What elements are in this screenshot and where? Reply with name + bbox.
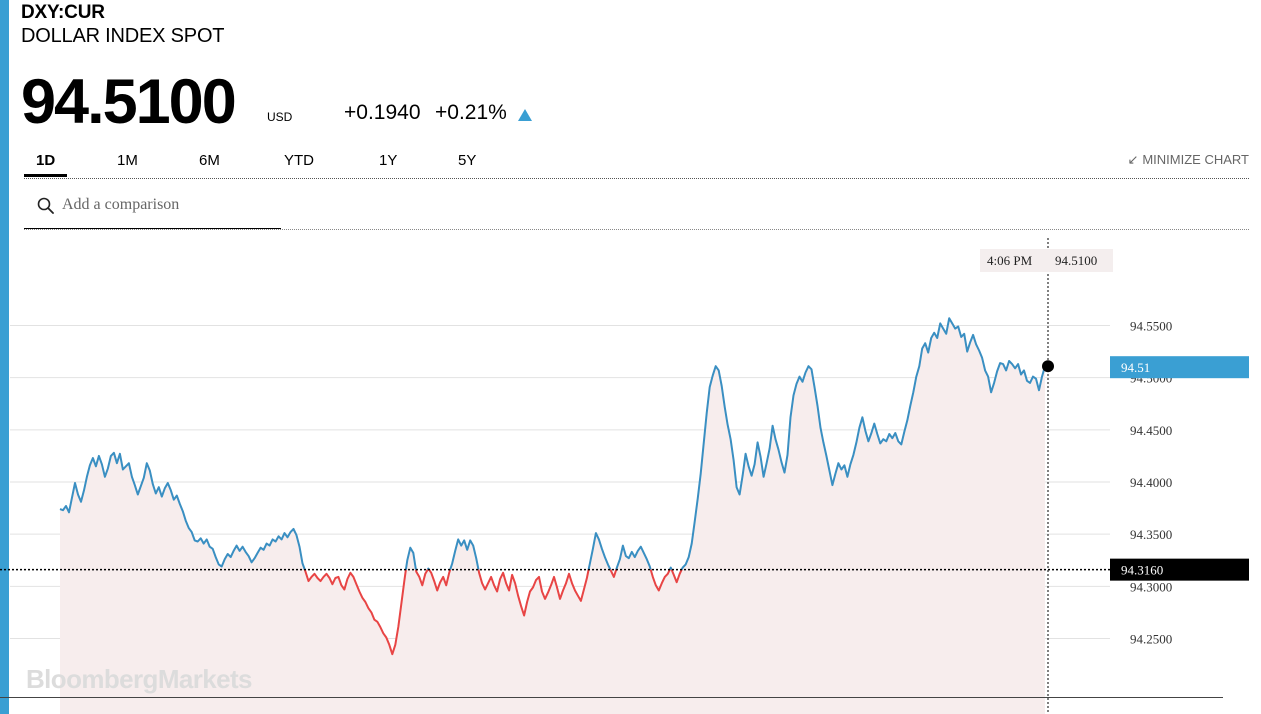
last-price-label: 94.51 [1121,360,1150,375]
price-area-fill [60,318,1045,714]
price-line-up-segment [449,538,480,570]
y-tick-label: 94.4000 [1130,475,1172,490]
tab-5y[interactable]: 5Y [458,152,477,169]
price-line-down-segment [609,569,618,578]
comparison-search-input[interactable] [62,192,277,218]
price-line-up-segment [668,566,673,571]
previous-close-label: 94.3160 [1121,563,1163,578]
price-change: +0.1940 [344,101,421,124]
chart-bottom-axis [0,697,1223,698]
price-line-up-segment [680,317,1046,571]
price-line-down-segment [414,569,429,587]
security-name: DOLLAR INDEX SPOT [21,25,225,47]
triangle-up-icon [518,109,532,121]
ticker-symbol: DXY:CUR [21,2,105,23]
last-price: 94.5100 [21,67,237,137]
y-tick-label: 94.3000 [1130,579,1172,594]
time-range-tabs: 1D 1M 6M YTD 1Y 5Y [24,140,1249,178]
crosshair-point-marker [1042,360,1054,373]
collapse-arrows-icon: ↙ [1127,152,1139,167]
previous-close-label-box [1110,558,1249,581]
price-line-down-segment [649,569,671,592]
active-tab-indicator [24,174,67,177]
comparison-search [24,186,281,229]
price-line-up-segment [615,544,652,570]
y-tick-label: 94.2500 [1130,632,1172,647]
price-line-down-segment [670,569,683,584]
y-tick-label: 94.4500 [1130,423,1172,438]
minimize-chart-label: MINIMIZE CHART [1142,152,1249,167]
search-icon [37,197,54,214]
price-chart[interactable]: 94.250094.300094.350094.400094.450094.50… [0,232,1261,714]
accent-bar [0,0,9,714]
price-line-up-segment [59,451,306,570]
price-line-down-segment [428,569,452,592]
price-line-down-segment [303,569,407,656]
crosshair-tooltip [980,249,1113,272]
y-tick-label: 94.5500 [1130,319,1172,334]
crosshair-value-label: 94.5100 [1055,253,1097,268]
crosshair-time-label: 4:06 PM [987,253,1033,268]
tab-1y[interactable]: 1Y [379,152,398,169]
tab-ytd[interactable]: YTD [284,152,314,169]
price-line-up-segment [587,532,612,571]
y-tick-label: 94.3500 [1130,527,1172,542]
price-change-percent: +0.21% [435,101,507,124]
last-price-label-box [1110,356,1249,379]
tabs-divider [24,178,1249,179]
tab-1d[interactable]: 1D [36,152,56,169]
tab-1m[interactable]: 1M [117,152,138,169]
bloomberg-markets-watermark: BloombergMarkets [26,664,253,694]
price-line-up-segment [404,546,417,570]
minimize-chart-button[interactable]: ↙ MINIMIZE CHART [1127,152,1249,168]
price-currency: USD [267,110,293,124]
tab-6m[interactable]: 6M [199,152,220,169]
search-divider [24,229,1249,230]
price-line-down-segment [477,569,590,617]
